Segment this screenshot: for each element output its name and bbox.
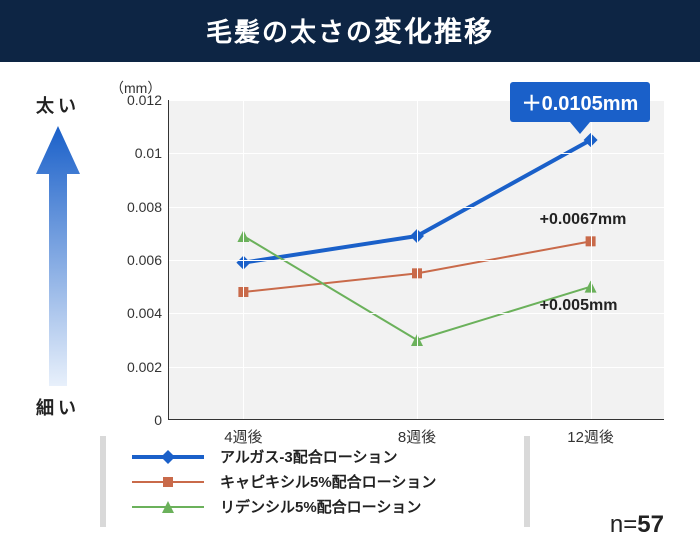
- y-tick-label: 0.012: [112, 92, 162, 108]
- y-tick-label: 0: [112, 412, 162, 428]
- thickness-axis: 太い 細い: [18, 92, 98, 420]
- legend-label: キャピキシル5%配合ローション: [220, 471, 436, 492]
- legend-item: リデンシル5%配合ローション: [132, 496, 504, 517]
- chart: （mm） 4週後8週後12週後 00.0020.0040.0060.0080.0…: [112, 82, 672, 462]
- y-tick-label: 0.008: [112, 199, 162, 215]
- thickness-arrow-icon: [36, 126, 80, 386]
- legend: アルガス-3配合ローションキャピキシル5%配合ローションリデンシル5%配合ローシ…: [100, 436, 530, 527]
- legend-swatch-icon: [132, 474, 204, 490]
- legend-swatch-icon: [132, 449, 204, 465]
- title-emph: 変化推移: [374, 16, 494, 47]
- legend-label: リデンシル5%配合ローション: [220, 496, 421, 517]
- legend-swatch-icon: [132, 499, 204, 515]
- axis-label-thin: 細い: [18, 394, 98, 420]
- legend-label: アルガス-3配合ローション: [220, 446, 397, 467]
- plot-area: 4週後8週後12週後: [168, 100, 664, 420]
- y-tick-label: 0.006: [112, 252, 162, 268]
- callout-badge: ＋0.0105mm: [510, 82, 651, 122]
- y-tick-label: 0.004: [112, 305, 162, 321]
- chart-title: 毛髪の太さの変化推移: [0, 0, 700, 62]
- legend-item: キャピキシル5%配合ローション: [132, 471, 504, 492]
- value-annotation: +0.005mm: [540, 297, 618, 315]
- value-annotation: +0.0067mm: [540, 211, 627, 229]
- n-value: 57: [637, 511, 664, 538]
- n-label: n=: [610, 511, 637, 538]
- gridline-v: [591, 100, 592, 419]
- y-tick-label: 0.002: [112, 359, 162, 375]
- main-area: 太い 細い （mm） 4週後8週後12週後 00.0020.0040.0060.…: [0, 62, 700, 72]
- y-tick-label: 0.01: [112, 145, 162, 161]
- gridline-v: [243, 100, 244, 419]
- legend-item: アルガス-3配合ローション: [132, 446, 504, 467]
- sample-size: n=57: [610, 511, 664, 539]
- axis-label-thick: 太い: [18, 92, 98, 118]
- title-pre: 毛髪の太さの: [206, 17, 374, 47]
- x-tick-label: 12週後: [567, 426, 614, 447]
- gridline-v: [417, 100, 418, 419]
- callout-tail-icon: [570, 122, 590, 134]
